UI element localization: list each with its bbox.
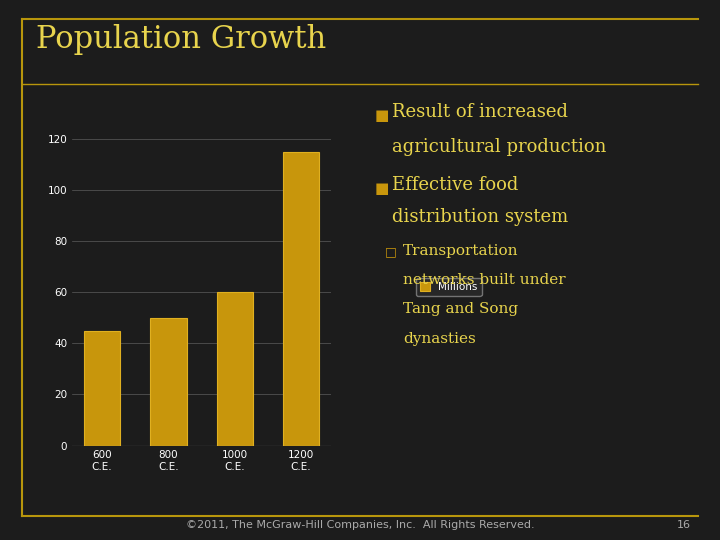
Text: Result of increased: Result of increased [392, 103, 568, 120]
Text: ©2011, The McGraw-Hill Companies, Inc.  All Rights Reserved.: ©2011, The McGraw-Hill Companies, Inc. A… [186, 520, 534, 530]
Text: Transportation: Transportation [403, 244, 518, 258]
Text: Effective food: Effective food [392, 176, 519, 193]
Text: ■: ■ [374, 181, 389, 196]
Bar [84, 330, 120, 446]
Text: ■: ■ [374, 108, 389, 123]
Bar [283, 152, 320, 445]
Text: dynasties: dynasties [403, 332, 476, 346]
Text: 16: 16 [678, 520, 691, 530]
Text: □: □ [385, 246, 397, 259]
Text: agricultural production: agricultural production [392, 138, 607, 156]
Text: Population Growth: Population Growth [36, 24, 326, 55]
Legend: Millions: Millions [416, 278, 482, 296]
Bar [217, 292, 253, 446]
Text: distribution system: distribution system [392, 208, 569, 226]
Bar [150, 318, 186, 446]
Text: networks built under: networks built under [403, 273, 566, 287]
Text: Tang and Song: Tang and Song [403, 302, 518, 316]
